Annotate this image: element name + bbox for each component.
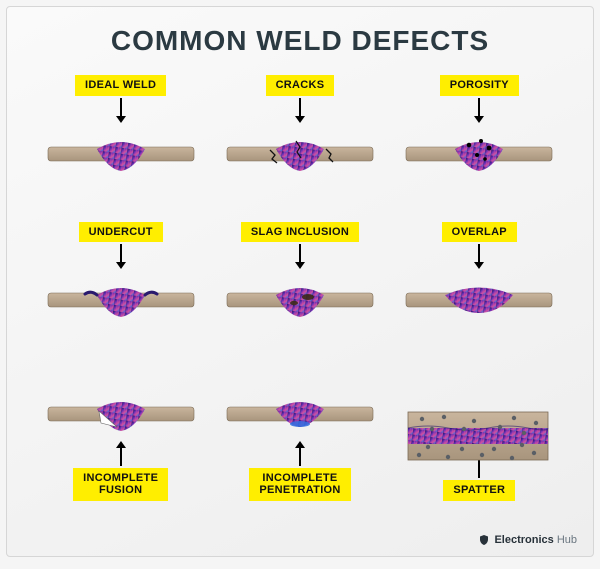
weld-illustration — [404, 397, 554, 451]
weld-illustration — [225, 385, 375, 439]
weld-illustration — [46, 125, 196, 179]
page-title: COMMON WELD DEFECTS — [31, 25, 569, 57]
brand-name: Electronics Hub — [494, 534, 577, 546]
defect-cell-undercut: UNDERCUT — [31, 216, 210, 363]
defect-label: IDEAL WELD — [75, 75, 166, 96]
weld-illustration — [225, 271, 375, 325]
branding: Electronics Hub — [478, 534, 577, 546]
defect-label: SLAG INCLUSION — [241, 222, 359, 243]
pointer-arrow-icon — [116, 441, 126, 466]
pointer-arrow-icon — [295, 441, 305, 466]
pointer-arrow-icon — [474, 98, 484, 123]
pointer-arrow-icon — [116, 244, 126, 269]
pointer-arrow-icon — [295, 244, 305, 269]
defect-cell-spatter: SPATTER — [390, 362, 569, 509]
defect-label: INCOMPLETE PENETRATION — [249, 468, 350, 501]
defect-label: POROSITY — [440, 75, 519, 96]
defect-label: OVERLAP — [442, 222, 517, 243]
defect-cell-incfusion: INCOMPLETE FUSION — [31, 362, 210, 509]
defect-cell-slag: SLAG INCLUSION — [210, 216, 389, 363]
infographic-card: COMMON WELD DEFECTS IDEAL WELD CRACKS — [6, 6, 594, 557]
defect-label: UNDERCUT — [79, 222, 163, 243]
weld-illustration — [46, 385, 196, 439]
defects-grid: IDEAL WELD CRACKS — [31, 69, 569, 509]
defect-cell-porosity: POROSITY — [390, 69, 569, 216]
weld-illustration — [404, 125, 554, 179]
pointer-arrow-icon — [295, 98, 305, 123]
weld-illustration — [404, 271, 554, 325]
defect-cell-cracks: CRACKS — [210, 69, 389, 216]
defect-label: INCOMPLETE FUSION — [73, 468, 168, 501]
defect-cell-overlap: OVERLAP — [390, 216, 569, 363]
weld-illustration — [225, 125, 375, 179]
pointer-arrow-icon — [474, 244, 484, 269]
weld-illustration — [46, 271, 196, 325]
pointer-arrow-icon — [116, 98, 126, 123]
defect-label: SPATTER — [443, 480, 515, 501]
brand-shield-icon — [478, 534, 490, 546]
defect-cell-incpen: INCOMPLETE PENETRATION — [210, 362, 389, 509]
defect-cell-ideal: IDEAL WELD — [31, 69, 210, 216]
defect-label: CRACKS — [266, 75, 335, 96]
